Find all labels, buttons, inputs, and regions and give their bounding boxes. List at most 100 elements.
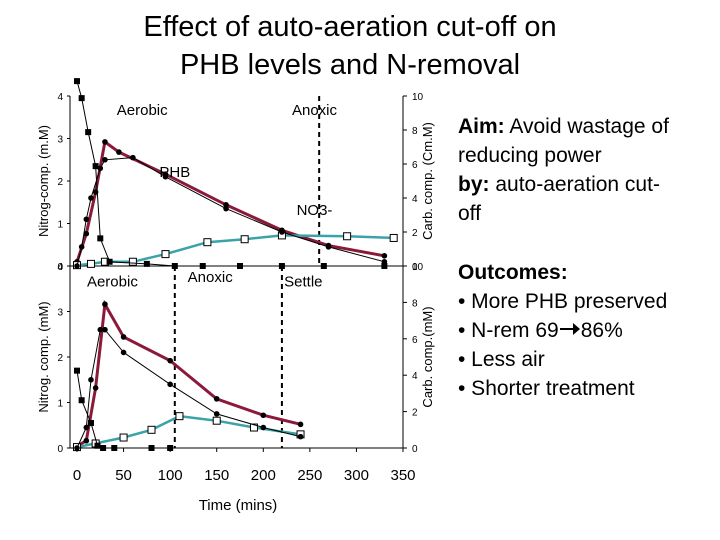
panel1-series-line-phb bbox=[75, 139, 385, 263]
panel2-point-black_square bbox=[74, 367, 80, 374]
panel2-y2-tick-label: 4 bbox=[412, 371, 418, 382]
panel1-point-black_square bbox=[381, 263, 388, 269]
panel1-y-tick-label: 0 bbox=[57, 262, 63, 273]
panel2-x-tick-label: 200 bbox=[251, 467, 276, 484]
panel2-x-tick-label: 100 bbox=[158, 467, 183, 484]
panel2-y-axis-label: Nitrog. comp. (mM) bbox=[36, 301, 51, 412]
outcomes-heading: Outcomes: bbox=[458, 261, 568, 284]
panel1-point-circle bbox=[279, 229, 285, 235]
panel1-point-no3 bbox=[203, 238, 212, 247]
outcome-item-2-value: 86% bbox=[580, 319, 623, 342]
panel2-point-no3 bbox=[175, 412, 184, 421]
panel1-point-no3 bbox=[161, 250, 170, 259]
panel2-point-circle bbox=[97, 326, 104, 333]
panel1-y-tick-label: 2 bbox=[57, 177, 63, 188]
panel1-y2-tick-label: 4 bbox=[412, 194, 418, 205]
panel2-y2-tick-label: 0 bbox=[412, 444, 418, 455]
panel2-x-tick-label: 250 bbox=[297, 467, 322, 484]
panel1-annotation: Anoxic bbox=[292, 102, 338, 119]
panel2-x-tick-label: 50 bbox=[115, 467, 132, 484]
panel2-y2-tick-label: 2 bbox=[412, 408, 418, 419]
panel1-point-circle bbox=[130, 154, 136, 161]
panel2-point-phb bbox=[260, 412, 267, 419]
panel2-point-black_square bbox=[148, 445, 155, 451]
outcome-item-2: • N-rem 69 bbox=[458, 319, 559, 342]
panel2-point-circle bbox=[74, 445, 80, 451]
panel2-point-phb bbox=[92, 385, 99, 391]
panel2-y-tick-label: 4 bbox=[57, 262, 63, 273]
panel1-y-tick-label: 1 bbox=[57, 220, 63, 231]
panel1-point-circle bbox=[74, 263, 80, 269]
panel2-point-phb bbox=[213, 396, 220, 402]
outcome-item-1: • More PHB preserved bbox=[458, 290, 668, 313]
panel2-y2-tick-label: 8 bbox=[412, 298, 418, 309]
panel2-point-circle bbox=[102, 326, 108, 333]
panel1-y2-tick-label: 6 bbox=[412, 160, 418, 171]
panel2-point-no3 bbox=[249, 423, 258, 432]
panel1-point-black_square bbox=[143, 260, 150, 267]
panel2-y-tick-label: 2 bbox=[57, 353, 63, 364]
aim-label: Aim: bbox=[458, 115, 505, 138]
panel1-point-black_square bbox=[85, 129, 92, 136]
panel1-series-line-no3 bbox=[76, 234, 394, 267]
panel2-point-circle bbox=[88, 376, 94, 383]
title-line-1: Effect of auto-aeration cut-off on bbox=[143, 11, 557, 43]
panel1-point-circle bbox=[88, 195, 94, 201]
panel2-point-phb bbox=[167, 357, 173, 364]
panel1-point-circle bbox=[162, 173, 169, 180]
panel1-annotation: Aerobic bbox=[117, 102, 168, 119]
panel2-x-tick-label: 0 bbox=[73, 467, 81, 484]
panel2-y2-tick-label: 6 bbox=[412, 335, 418, 346]
outcome-item-3: • Less air bbox=[458, 348, 545, 371]
panel1-point-circle bbox=[325, 244, 332, 250]
panel1-point-black_square bbox=[237, 263, 243, 269]
panel2-point-no3 bbox=[212, 416, 221, 425]
panel1-y2-axis-label: Carb. comp. (Cm.M) bbox=[420, 122, 435, 240]
panel1-point-no3 bbox=[86, 259, 95, 268]
panel1-point-no3 bbox=[128, 257, 137, 266]
panel1-series-line-circle bbox=[76, 157, 385, 267]
panel1-annotation: PHB bbox=[159, 164, 190, 181]
panel2-y-tick-label: 0 bbox=[57, 444, 63, 455]
panel1-point-circle bbox=[83, 216, 90, 223]
panel2-x-tick-label: 300 bbox=[344, 467, 369, 484]
panel2-point-circle bbox=[83, 424, 90, 431]
outcome-item-4: • Shorter treatment bbox=[458, 377, 635, 400]
panel2-y2-axis-label: Carb. comp.(mM) bbox=[420, 306, 435, 407]
panel2-point-black_square bbox=[167, 445, 174, 451]
panel2-series-line-phb bbox=[76, 299, 301, 448]
panel2-point-black_square bbox=[94, 442, 101, 449]
panel1-point-phb bbox=[223, 202, 229, 208]
panel1-y2-tick-label: 10 bbox=[412, 92, 424, 103]
panel2-annotation: Anoxic bbox=[188, 269, 234, 286]
panel1-point-no3 bbox=[240, 235, 249, 244]
panel1-point-circle bbox=[78, 244, 85, 250]
panel1-point-black_square bbox=[78, 95, 85, 102]
panel1-point-phb bbox=[116, 149, 122, 155]
aim-text-2: reducing power bbox=[458, 144, 602, 167]
panel1-point-no3 bbox=[389, 233, 398, 242]
panel1-y2-tick-label: 2 bbox=[412, 228, 418, 239]
panel1-point-black_square bbox=[106, 258, 113, 265]
panel2-y-tick-label: 3 bbox=[57, 308, 63, 319]
panel1-y2-tick-label: 8 bbox=[412, 126, 418, 137]
panel1-point-phb bbox=[83, 230, 90, 237]
panel1-point-black_square bbox=[92, 163, 99, 170]
panel2-point-no3 bbox=[119, 433, 128, 442]
panel1-point-no3 bbox=[343, 232, 352, 241]
panel1-point-phb bbox=[381, 253, 388, 259]
aim-text-1: Avoid wastage of bbox=[509, 115, 669, 138]
panel1-annotation: NO3- bbox=[297, 202, 333, 219]
aim-text-3: auto-aeration cut- bbox=[495, 173, 660, 196]
panel2-point-circle bbox=[260, 424, 267, 431]
panel2-x-tick-label: 150 bbox=[204, 467, 229, 484]
panel2-point-black_square bbox=[87, 419, 94, 426]
panel2-point-black_square bbox=[100, 445, 107, 451]
panel2-point-circle bbox=[120, 349, 127, 356]
panel2-point-circle bbox=[297, 433, 304, 440]
aim-by-label: by: bbox=[458, 173, 490, 196]
panel1-point-circle bbox=[381, 258, 388, 265]
panel2-point-circle bbox=[167, 381, 173, 388]
panel2-point-phb bbox=[120, 334, 127, 340]
